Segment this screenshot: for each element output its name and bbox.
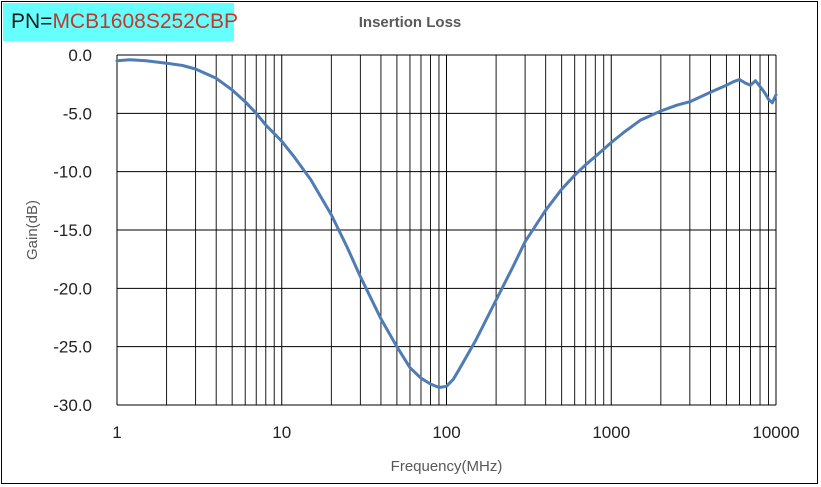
grid <box>116 54 777 406</box>
series-line <box>115 58 778 389</box>
y-tick-label: 0.0 <box>68 46 92 65</box>
y-tick-label: -5.0 <box>63 104 92 123</box>
y-tick-label: -30.0 <box>53 396 92 415</box>
x-tick-label: 10 <box>272 423 291 442</box>
x-tick-label: 10000 <box>752 423 799 442</box>
x-tick-label: 1000 <box>592 423 630 442</box>
part-number-label: PN=MCB1608S252CBP <box>3 3 238 41</box>
y-tick-label: -20.0 <box>53 279 92 298</box>
x-tick-labels: 1 10 100 1000 10000 <box>112 423 799 442</box>
chart-title: Insertion Loss <box>358 14 462 31</box>
part-number-prefix: PN= <box>11 10 53 33</box>
y-tick-label: -10.0 <box>53 163 92 182</box>
x-tick-label: 1 <box>112 423 121 442</box>
x-tick-label: 100 <box>432 423 460 442</box>
y-axis-title: Gain(dB) <box>24 200 41 260</box>
part-number-value: MCB1608S252CBP <box>52 10 239 33</box>
y-tick-label: -15.0 <box>53 221 92 240</box>
y-tick-label: -25.0 <box>53 338 92 357</box>
y-tick-labels: 0.0 -5.0 -10.0 -15.0 -20.0 -25.0 -30.0 <box>53 46 92 415</box>
x-axis-title: Frequency(MHz) <box>391 458 503 475</box>
